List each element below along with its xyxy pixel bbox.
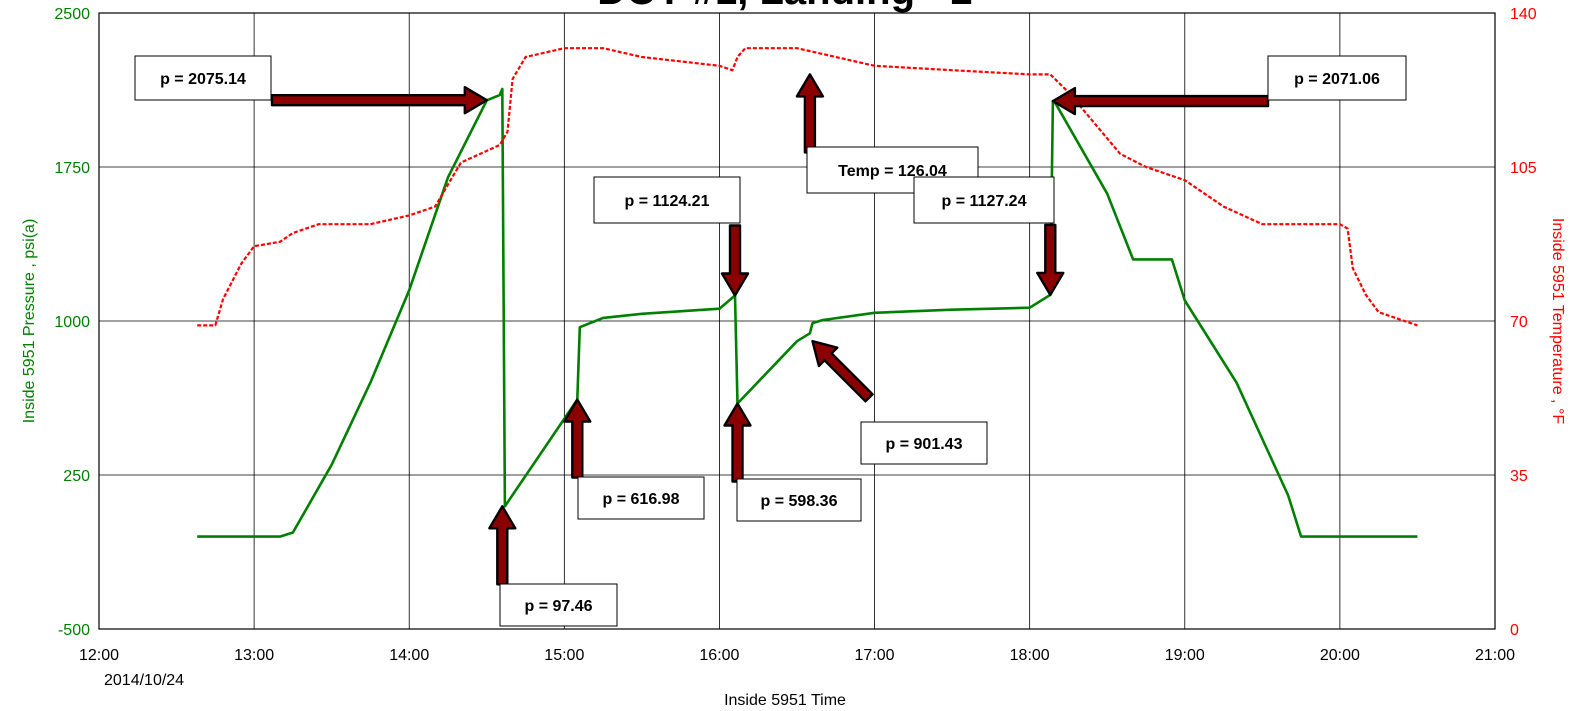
x-tick-label: 12:00 [79, 647, 119, 664]
annotation-box [736, 478, 862, 522]
x-tick-label: 13:00 [234, 647, 274, 664]
annotation-box [593, 176, 741, 224]
x-tick-label: 17:00 [855, 647, 895, 664]
chart-title: DOT #1, Landing - 2 [597, 0, 973, 13]
right-y-tick-label: 35 [1510, 468, 1528, 485]
annotation-arrow [563, 398, 592, 479]
right-y-axis-title: Inside 5951 Temperature , °F [1549, 218, 1566, 424]
annotation-label: Temp = 126.04 [838, 163, 947, 180]
annotation-box [860, 421, 988, 465]
pressure-series-line [197, 87, 1418, 538]
annotation-arrow [795, 73, 825, 154]
x-tick-label: 14:00 [389, 647, 429, 664]
x-tick-label: 20:00 [1320, 647, 1360, 664]
annotation-box [577, 476, 705, 520]
annotation-arrow [811, 340, 874, 403]
annotation-label: p = 598.36 [761, 493, 838, 510]
annotation-label: p = 2071.06 [1294, 71, 1380, 88]
left-y-axis-title: Inside 5951 Pressure , psi(a) [21, 219, 38, 424]
annotation-arrow [270, 85, 488, 115]
right-y-tick-label: 70 [1510, 314, 1528, 331]
x-tick-label: 21:00 [1475, 647, 1515, 664]
left-y-tick-label: 2500 [54, 6, 90, 23]
right-y-tick-label: 140 [1510, 6, 1537, 23]
left-y-axis-ticks: -500 250 1000 1750 2500 [54, 6, 90, 639]
annotation-arrow [488, 505, 517, 586]
annotation-arrow [720, 224, 750, 297]
annotation-box [1267, 55, 1407, 101]
x-tick-label: 19:00 [1165, 647, 1205, 664]
annotations-layer: p = 2075.14 p = 97.46 p = 616.98 p = 1124.2… [134, 55, 1407, 627]
x-tick-label: 16:00 [699, 647, 739, 664]
annotation-label: p = 97.46 [524, 598, 592, 615]
left-y-tick-label: 1000 [54, 314, 90, 331]
annotation-label: p = 1127.24 [942, 193, 1027, 210]
left-y-tick-label: 1750 [54, 160, 90, 177]
x-date-label: 2014/10/24 [104, 672, 184, 689]
series-layer [197, 47, 1418, 538]
temperature-series-line [197, 47, 1418, 327]
x-tick-label: 18:00 [1010, 647, 1050, 664]
annotation-box [134, 55, 272, 101]
annotation-box [499, 583, 618, 627]
right-y-tick-label: 0 [1510, 622, 1519, 639]
right-y-tick-label: 105 [1510, 160, 1537, 177]
x-axis-ticks: 12:00 13:00 14:00 15:00 16:00 17:00 18:00 19:00… [79, 647, 1515, 664]
annotation-label: p = 901.43 [886, 436, 963, 453]
annotation-arrow [723, 402, 752, 483]
left-y-tick-label: 250 [63, 468, 90, 485]
grid-lines [99, 13, 1495, 629]
x-axis-title: Inside 5951 Time [724, 692, 846, 709]
right-y-axis-ticks: 0 35 70 105 140 [1510, 6, 1537, 639]
annotation-label: p = 1124.21 [625, 193, 710, 210]
annotation-box [913, 176, 1055, 224]
annotation-label: p = 616.98 [603, 491, 680, 508]
left-y-tick-label: -500 [58, 622, 90, 639]
annotation-arrow [1051, 86, 1270, 116]
x-tick-label: 15:00 [544, 647, 584, 664]
annotation-arrow [1036, 223, 1065, 297]
annotation-label: p = 2075.14 [160, 71, 246, 88]
